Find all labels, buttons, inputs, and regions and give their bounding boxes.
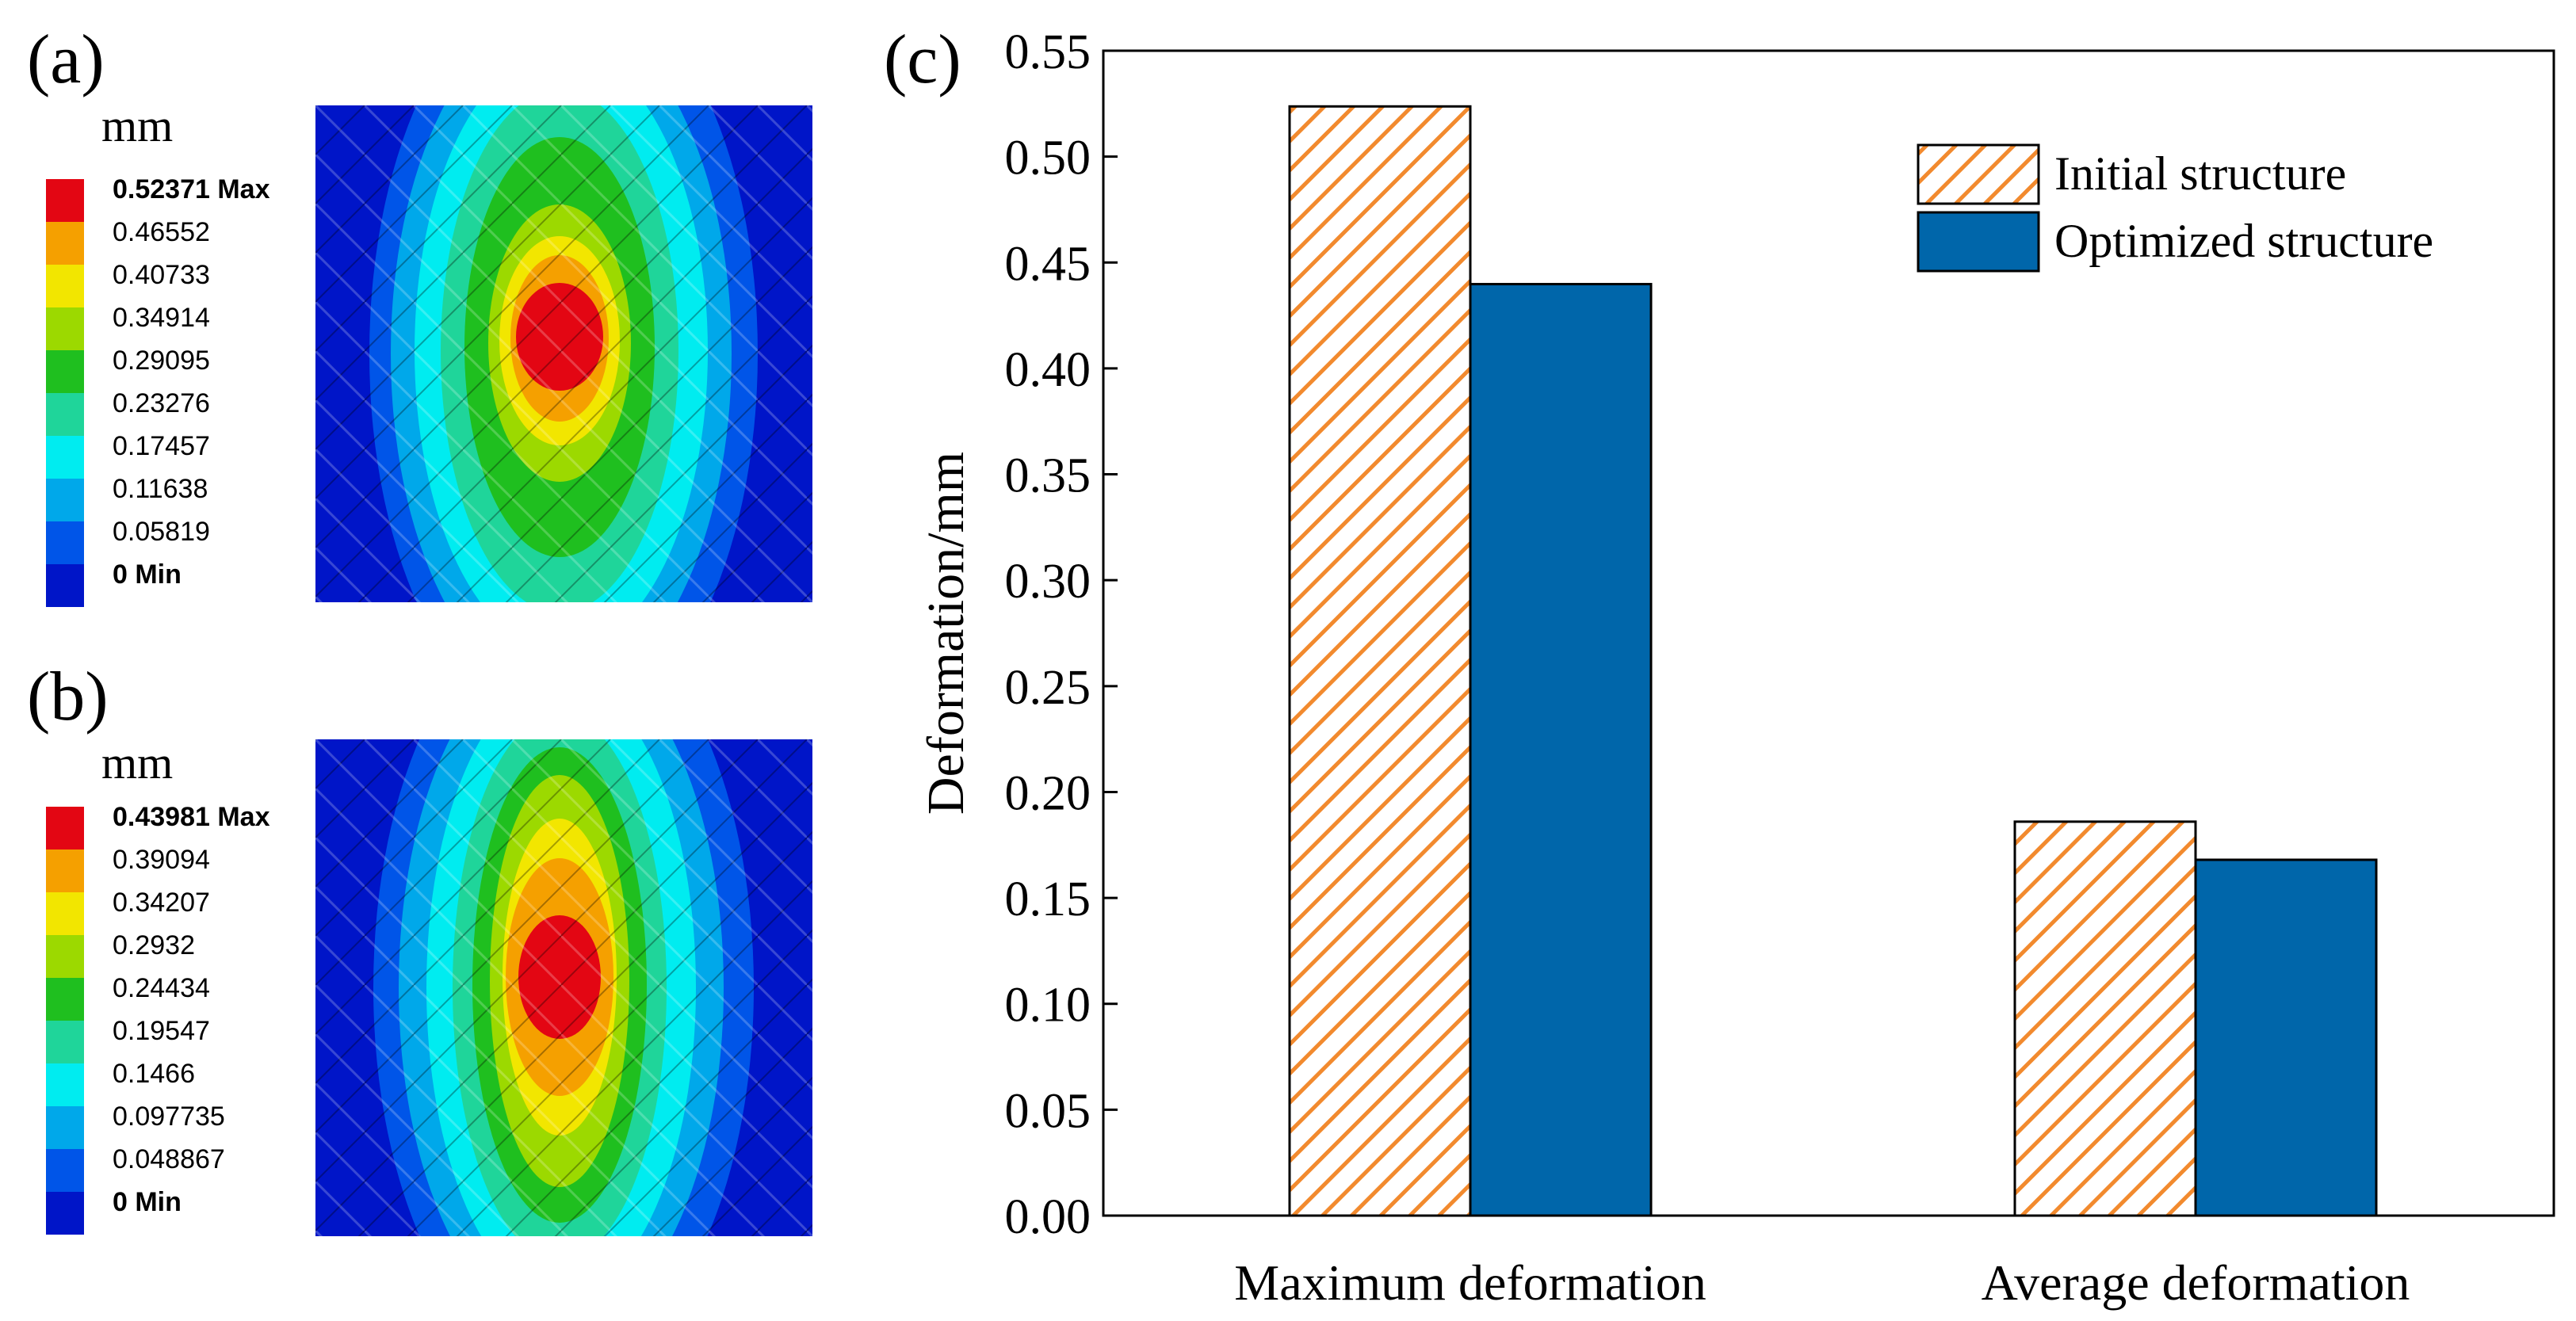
panel-a-deformation-contour	[315, 105, 812, 602]
legend-value: 0.05819	[113, 517, 210, 547]
legend-swatch	[46, 1192, 84, 1235]
bar	[2013, 820, 2197, 1217]
y-tick-label: 0.45	[1005, 237, 1091, 291]
y-tick-label: 0.05	[1005, 1084, 1091, 1138]
legend-value: 0.40733	[113, 260, 210, 290]
legend-swatch	[46, 307, 84, 350]
legend-value: 0.23276	[113, 388, 210, 418]
panel-b-deformation-contour	[315, 739, 812, 1236]
legend-value: 0 Min	[113, 1187, 182, 1217]
legend-value: 0.19547	[113, 1016, 210, 1046]
legend-swatch	[46, 1021, 84, 1063]
legend-swatch	[46, 1149, 84, 1192]
legend-swatch	[46, 479, 84, 521]
legend-swatch	[46, 978, 84, 1021]
legend-value: 0.34207	[113, 888, 210, 918]
y-axis-title: Deformation/mm	[917, 452, 975, 815]
legend-swatch	[46, 807, 84, 849]
y-tick-label: 0.10	[1005, 979, 1091, 1033]
legend-value: 0.46552	[113, 217, 210, 247]
legend-value: 0.52371 Max	[113, 174, 270, 204]
legend-swatch	[46, 935, 84, 978]
panel-a-label: (a)	[27, 21, 105, 98]
legend-swatch	[46, 222, 84, 265]
y-tick-label: 0.00	[1005, 1190, 1091, 1244]
y-tick-label: 0.15	[1005, 872, 1091, 926]
y-tick-label: 0.30	[1005, 555, 1091, 609]
legend-entry: Optimized structure	[2054, 215, 2433, 267]
plot-frame	[1102, 49, 2555, 1217]
y-tick-label: 0.55	[1005, 25, 1091, 79]
legend-swatch	[46, 265, 84, 307]
legend-value: 0.11638	[113, 474, 208, 504]
legend-swatch	[46, 350, 84, 393]
y-tick-label: 0.35	[1005, 449, 1091, 503]
bar	[1288, 105, 1472, 1217]
panel-c-label: (c)	[884, 21, 961, 98]
y-tick-label: 0.50	[1005, 132, 1091, 185]
bar	[1469, 283, 1653, 1217]
legend-swatch	[1917, 143, 2040, 205]
bar	[2194, 858, 2378, 1217]
panel-b-label: (b)	[27, 659, 109, 735]
legend-swatch	[46, 393, 84, 436]
legend-value: 0.34914	[113, 303, 210, 333]
legend-swatch	[46, 564, 84, 607]
x-tick-label: Average deformation	[1982, 1254, 2410, 1311]
y-tick-label: 0.25	[1005, 661, 1091, 715]
legend-swatch	[1917, 211, 2040, 273]
panel-a-unit: mm	[101, 100, 174, 151]
legend-value: 0.29095	[113, 346, 210, 376]
x-tick-label: Maximum deformation	[1234, 1254, 1706, 1311]
legend-value: 0.1466	[113, 1059, 195, 1089]
legend-swatch	[46, 849, 84, 892]
legend-value: 0.048867	[113, 1144, 225, 1174]
legend-swatch	[46, 179, 84, 222]
legend-swatch	[46, 1063, 84, 1106]
y-tick-label: 0.40	[1005, 343, 1091, 397]
legend-swatch	[46, 436, 84, 479]
legend-value: 0 Min	[113, 559, 182, 590]
legend-value: 0.17457	[113, 431, 210, 461]
legend-swatch	[46, 892, 84, 935]
legend-value: 0.39094	[113, 845, 210, 875]
y-tick-label: 0.20	[1005, 766, 1091, 820]
legend-value: 0.24434	[113, 973, 210, 1003]
panel-b-unit: mm	[101, 737, 174, 788]
legend-value: 0.2932	[113, 930, 195, 960]
legend-swatch	[46, 1106, 84, 1149]
legend-value: 0.097735	[113, 1101, 225, 1132]
legend-value: 0.43981 Max	[113, 802, 270, 832]
legend-entry: Initial structure	[2054, 147, 2346, 200]
legend-swatch	[46, 521, 84, 564]
